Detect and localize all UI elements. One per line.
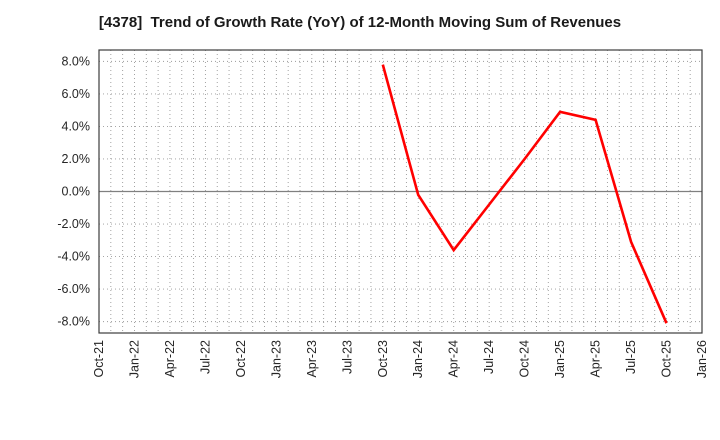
x-tick-label: Jan-25	[553, 340, 567, 378]
chart-title: [4378] Trend of Growth Rate (YoY) of 12-…	[98, 14, 622, 31]
x-tick-label: Jul-24	[482, 340, 496, 374]
plot-frame	[98, 49, 703, 334]
x-tick-label: Jan-24	[411, 340, 425, 378]
axis-labels: -8.0% -6.0% -4.0% -2.0% 0.0% 2.0% 4.0% 6.0% 8.0%…	[57, 54, 709, 378]
y-tick-label: 2.0%	[62, 152, 91, 166]
y-tick-label: -6.0%	[57, 282, 90, 296]
y-tick-label: 4.0%	[62, 119, 91, 133]
x-tick-label: Oct-25	[660, 340, 674, 378]
x-tick-label: Jul-23	[340, 340, 354, 374]
y-tick-label: -8.0%	[57, 315, 90, 329]
x-tick-label: Jan-22	[127, 340, 141, 378]
y-tick-label: 6.0%	[62, 87, 91, 101]
x-tick-label: Oct-21	[92, 340, 106, 378]
y-tick-label: 8.0%	[62, 54, 91, 68]
x-tick-label: Jan-23	[269, 340, 283, 378]
gridlines	[99, 50, 702, 333]
y-tick-label: 0.0%	[62, 185, 91, 199]
x-tick-label: Apr-23	[305, 340, 319, 378]
x-tick-label: Jan-26	[695, 340, 709, 378]
y-tick-label: -2.0%	[57, 217, 90, 231]
axes	[98, 49, 703, 334]
x-tick-label: Oct-23	[376, 340, 390, 378]
x-tick-label: Apr-25	[589, 340, 603, 378]
x-tick-label: Jul-22	[198, 340, 212, 374]
x-tick-label: Apr-22	[163, 340, 177, 378]
y-tick-label: -4.0%	[57, 250, 90, 264]
x-tick-label: Oct-22	[234, 340, 248, 378]
series-line	[381, 64, 668, 324]
series	[381, 64, 668, 324]
x-tick-label: Oct-24	[518, 340, 532, 378]
x-tick-label: Apr-24	[447, 340, 461, 378]
x-tick-label: Jul-25	[624, 340, 638, 374]
